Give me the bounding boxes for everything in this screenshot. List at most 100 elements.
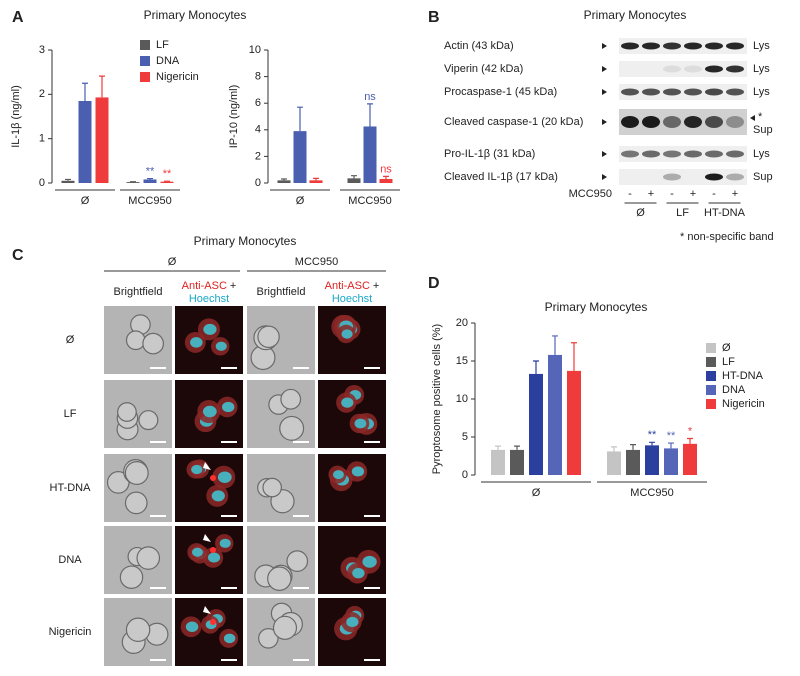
nucleus: [346, 616, 359, 628]
error-bar: [514, 445, 520, 450]
blot-band: [663, 42, 681, 50]
treatment-sign: +: [732, 188, 738, 200]
blot-band: [726, 88, 744, 96]
bar: [277, 180, 291, 183]
bar: [510, 449, 524, 475]
blot-title: Primary Monocytes: [584, 8, 687, 22]
legend-swatch: [706, 343, 716, 353]
bar: [626, 449, 640, 475]
nucleus: [191, 464, 203, 475]
blot-row-label: Procaspase-1 (45 kDa): [444, 86, 557, 98]
legend-label: LF: [156, 39, 169, 51]
cell: [280, 388, 302, 410]
blot-strip: [619, 146, 747, 162]
bar: [683, 443, 697, 475]
error-bar: [281, 178, 287, 181]
y-axis-label: Pyroptosome positive cells (%): [431, 324, 443, 474]
panel-letter: D: [428, 275, 440, 292]
legend-swatch: [706, 385, 716, 395]
bar: [95, 97, 109, 183]
column-label: Hoechst: [332, 293, 372, 305]
error-bar: [297, 106, 303, 132]
footnote: * non-specific band: [680, 231, 774, 243]
legend-label: LF: [722, 356, 735, 368]
x-tick-label: MCC950: [348, 195, 391, 207]
significance-label: ns: [364, 91, 376, 103]
error-bar: [82, 82, 88, 101]
cell: [138, 410, 159, 431]
bar: [126, 182, 140, 183]
stain-asc: Anti-ASC: [325, 280, 370, 292]
error-bar: [65, 178, 71, 181]
row-arrow: [602, 174, 607, 180]
cell: [125, 330, 146, 351]
fraction-label: Lys: [753, 86, 770, 98]
row-label: Ø: [66, 334, 75, 346]
column-label: Brightfield: [257, 286, 306, 298]
nucleus: [190, 337, 203, 348]
y-tick-label: 2: [39, 88, 45, 100]
treatment-sign: -: [712, 188, 716, 200]
error-bar: [533, 360, 539, 374]
bar: [529, 373, 543, 475]
legend-label: DNA: [722, 384, 746, 396]
treatment-sign: -: [628, 188, 632, 200]
legend-label: Nigericin: [722, 398, 765, 410]
chart-title: Primary Monocytes: [545, 300, 648, 314]
bar: [293, 131, 307, 183]
cell: [124, 461, 149, 485]
blot-band: [726, 173, 744, 181]
error-bar: [668, 442, 674, 449]
blot-band: [642, 88, 660, 96]
legend-swatch: [706, 371, 716, 381]
treatment-sign: +: [648, 188, 654, 200]
nucleus: [341, 329, 353, 339]
group-label: Ø: [636, 207, 645, 219]
asc-speck: [210, 475, 216, 481]
blot-band: [663, 65, 681, 73]
bar: [160, 181, 174, 183]
error-bar: [687, 437, 693, 444]
bar: [645, 445, 659, 475]
legend-label: Nigericin: [156, 71, 199, 83]
nucleus: [352, 568, 365, 579]
y-tick-label: 20: [456, 317, 468, 329]
nucleus: [202, 405, 217, 418]
error-bar: [649, 441, 655, 446]
blot-band: [726, 65, 744, 73]
blot-strip: [619, 38, 747, 54]
nonspecific-arrow: [750, 115, 755, 121]
error-bar: [552, 335, 558, 355]
nucleus: [341, 397, 354, 408]
blot-row-label: Viperin (42 kDa): [444, 63, 523, 75]
significance-label: **: [146, 165, 155, 177]
significance-label: **: [667, 430, 676, 442]
legend-swatch: [706, 399, 716, 409]
bar: [548, 354, 562, 475]
bar: [567, 370, 581, 475]
blot-band: [642, 42, 660, 50]
blot-strip: [619, 109, 747, 135]
error-bar: [630, 444, 636, 450]
bar: [61, 180, 75, 183]
blot-band: [726, 42, 744, 50]
legend-label: Ø: [722, 342, 731, 354]
error-bar: [495, 445, 501, 450]
bar: [347, 178, 361, 183]
significance-label: **: [648, 429, 657, 441]
y-axis-label: IP-10 (ng/ml): [228, 85, 240, 149]
bar: [491, 449, 505, 475]
blot-band: [705, 65, 723, 73]
row-label: DNA: [58, 554, 82, 566]
y-tick-label: 3: [39, 44, 45, 56]
error-bar: [99, 75, 105, 98]
asc-speck: [210, 619, 216, 625]
cell: [267, 566, 292, 591]
nucleus: [217, 471, 232, 483]
blot-band: [705, 42, 723, 50]
error-bar: [313, 177, 319, 181]
blot-band: [663, 116, 681, 128]
x-tick-label: Ø: [81, 195, 90, 207]
group-label: HT-DNA: [704, 207, 746, 219]
